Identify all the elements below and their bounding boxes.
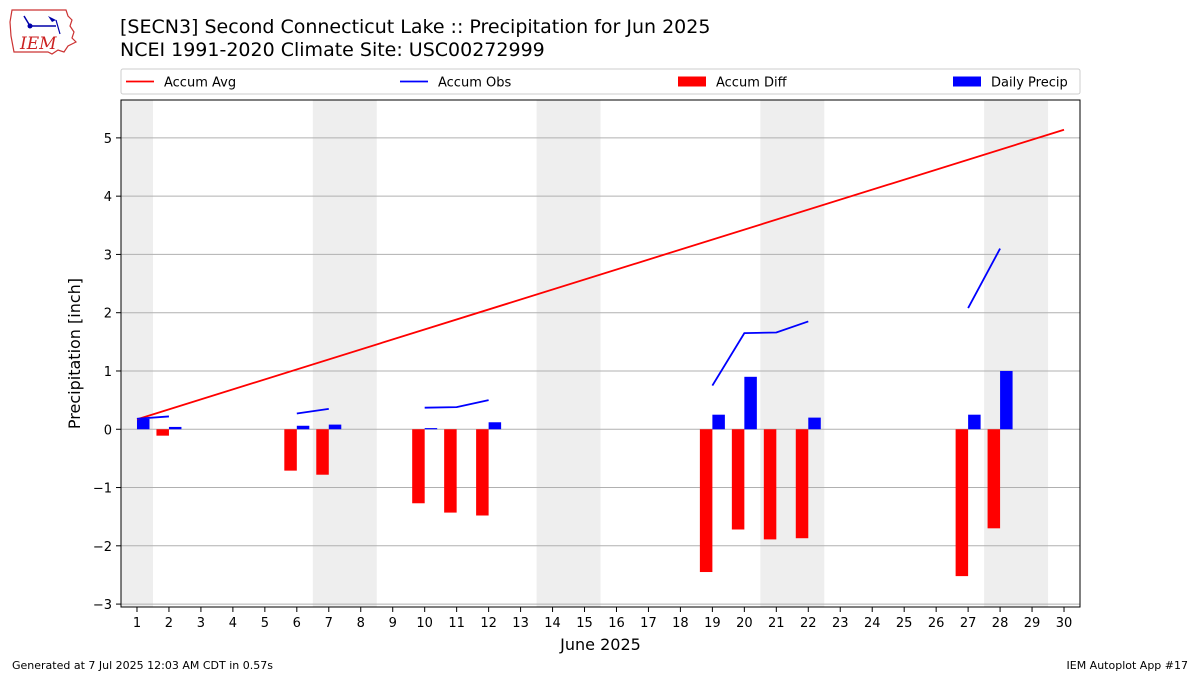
x-tick-label: 7 xyxy=(325,616,333,631)
x-axis-label: June 2025 xyxy=(559,635,641,654)
chart-subtitle: NCEI 1991-2020 Climate Site: USC00272999 xyxy=(120,39,545,61)
x-tick-label: 1 xyxy=(133,616,141,631)
x-tick-label: 30 xyxy=(1056,616,1073,631)
y-tick-label: 1 xyxy=(104,365,112,380)
daily-precip-bar xyxy=(296,425,310,430)
accum-obs-line xyxy=(424,399,489,409)
accum-obs-line xyxy=(296,407,329,415)
x-tick-label: 28 xyxy=(992,616,1009,631)
legend-swatch xyxy=(953,76,981,87)
axis-ticks: 1 2 3 4 5 6 7 8 9 10 11 12 13 14 15 16 17 18 19 20 21 22 23 24 2… xyxy=(93,132,1072,631)
x-tick-label: 20 xyxy=(736,616,753,631)
legend: Accum Avg Accum Obs Accum Diff Daily Precip xyxy=(120,68,1081,95)
legend-box xyxy=(120,68,1081,95)
plot-frame xyxy=(120,99,1081,608)
y-tick-label: 3 xyxy=(104,248,112,263)
legend-label: Daily Precip xyxy=(991,76,1068,91)
x-tick-label: 12 xyxy=(480,616,497,631)
x-tick-label: 8 xyxy=(357,616,365,631)
accum-diff-bar xyxy=(763,429,777,540)
legend-label: Accum Obs xyxy=(438,76,511,91)
x-tick-label: 25 xyxy=(896,616,913,631)
x-tick-label: 5 xyxy=(261,616,269,631)
x-tick-label: 29 xyxy=(1024,616,1041,631)
weekend-shade xyxy=(121,100,153,607)
weekend-shade xyxy=(536,100,601,607)
y-tick-label: −3 xyxy=(93,598,112,613)
chart-title: [SECN3] Second Connecticut Lake :: Preci… xyxy=(120,16,711,38)
footer-generated-text: Generated at 7 Jul 2025 12:03 AM CDT in … xyxy=(12,659,273,672)
x-tick-label: 26 xyxy=(928,616,945,631)
x-tick-label: 10 xyxy=(416,616,433,631)
x-tick-label: 2 xyxy=(165,616,173,631)
daily-precip-bar xyxy=(712,414,725,430)
daily-precip-bar xyxy=(328,424,342,430)
x-tick-label: 13 xyxy=(512,616,529,631)
daily-precip-bar xyxy=(488,422,502,430)
accum-avg-line xyxy=(136,128,1065,421)
x-tick-label: 24 xyxy=(864,616,881,631)
y-tick-label: 5 xyxy=(104,132,112,147)
accum-obs-line xyxy=(967,248,1001,309)
y-tick-label: −1 xyxy=(93,482,112,497)
accum-diff-bar xyxy=(699,429,713,573)
y-axis-label: Precipitation [inch] xyxy=(65,278,84,429)
footer-app-label: IEM Autoplot App #17 xyxy=(1066,659,1189,672)
x-tick-label: 23 xyxy=(832,616,849,631)
accum-diff-bar xyxy=(987,429,1001,529)
x-tick-label: 15 xyxy=(576,616,593,631)
accum-diff-bar xyxy=(795,429,809,539)
x-tick-label: 6 xyxy=(293,616,301,631)
accum-diff-bar xyxy=(955,429,969,577)
x-tick-label: 18 xyxy=(672,616,689,631)
accum-diff-bar xyxy=(156,429,169,436)
legend-label: Accum Avg xyxy=(164,76,236,91)
bars xyxy=(136,370,1013,577)
legend-label: Accum Diff xyxy=(716,76,788,91)
daily-precip-bar xyxy=(424,428,438,430)
iem-logo-text: IEM xyxy=(19,34,57,54)
daily-precip-bar xyxy=(968,414,981,430)
accum-diff-bar xyxy=(316,429,329,475)
x-tick-label: 21 xyxy=(768,616,785,631)
y-tick-label: 0 xyxy=(104,423,112,438)
accum-diff-bar xyxy=(412,429,425,504)
x-tick-label: 9 xyxy=(389,616,397,631)
y-tick-label: 2 xyxy=(104,307,112,322)
daily-precip-bar xyxy=(136,418,150,430)
x-tick-label: 3 xyxy=(197,616,205,631)
y-tick-label: −2 xyxy=(93,540,112,555)
iem-logo: IEM xyxy=(8,6,80,58)
x-tick-label: 16 xyxy=(608,616,625,631)
daily-precip-bar xyxy=(744,376,757,430)
accum-diff-bar xyxy=(731,429,745,530)
x-tick-label: 14 xyxy=(544,616,561,631)
y-tick-label: 4 xyxy=(104,190,112,205)
daily-precip-bar xyxy=(808,417,821,430)
x-tick-label: 19 xyxy=(704,616,721,631)
accum-obs-line xyxy=(711,320,809,387)
x-tick-label: 17 xyxy=(640,616,657,631)
x-tick-label: 22 xyxy=(800,616,817,631)
accum-diff-bar xyxy=(476,429,489,516)
x-tick-label: 4 xyxy=(229,616,237,631)
accum-obs-line xyxy=(136,415,170,420)
weekend-shade xyxy=(984,100,1049,607)
accum-diff-bar xyxy=(284,429,297,471)
legend-swatch xyxy=(678,76,706,87)
lines xyxy=(136,128,1065,421)
daily-precip-bar xyxy=(1000,370,1013,430)
daily-precip-bar xyxy=(168,426,182,430)
x-tick-label: 27 xyxy=(960,616,977,631)
accum-diff-bar xyxy=(444,429,457,513)
grid-lines xyxy=(121,137,1080,605)
x-tick-label: 11 xyxy=(448,616,465,631)
weekend-shading xyxy=(121,100,1049,607)
